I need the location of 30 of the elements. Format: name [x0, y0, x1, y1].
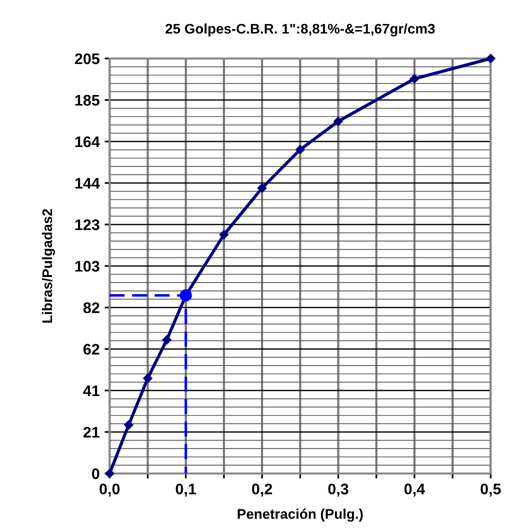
point: [143, 374, 152, 383]
y-tick-label: 0: [92, 468, 100, 480]
y-tick-label: 41: [83, 386, 100, 396]
point: [257, 183, 267, 193]
x-tick-label: 0,0: [100, 484, 120, 497]
point: [124, 420, 134, 430]
y-tick-label: 103: [75, 260, 100, 272]
y-tick-label: 123: [75, 219, 100, 230]
point: [162, 335, 172, 345]
point: [486, 54, 496, 64]
x-axis-title: Penetración (Pulg.): [238, 508, 363, 522]
chart-title: 25 Golpes-C.B.R. 1":8,81%-&=1,67gr/cm3: [166, 23, 435, 36]
y-tick-label: 82: [83, 302, 100, 314]
y-tick-label: 21: [83, 426, 100, 438]
point: [410, 74, 420, 84]
x-tick-label: 0,3: [328, 484, 348, 497]
y-tick-label: 62: [83, 344, 100, 355]
point: [104, 468, 114, 478]
point: [219, 230, 229, 240]
y-tick-label: 185: [75, 94, 100, 106]
x-tick-label: 0,1: [176, 484, 196, 497]
point: [334, 116, 343, 126]
x-tick-label: 0,4: [404, 484, 426, 497]
x-tick-label: 0,5: [480, 484, 501, 497]
y-tick-label: 205: [74, 53, 100, 64]
y-tick-label: 164: [75, 136, 100, 148]
y-axis-title: Libras/Pulgadas2: [42, 209, 55, 323]
point: [296, 144, 305, 154]
y-tick-label: 144: [75, 178, 100, 189]
x-tick-label: 0,2: [252, 484, 272, 497]
